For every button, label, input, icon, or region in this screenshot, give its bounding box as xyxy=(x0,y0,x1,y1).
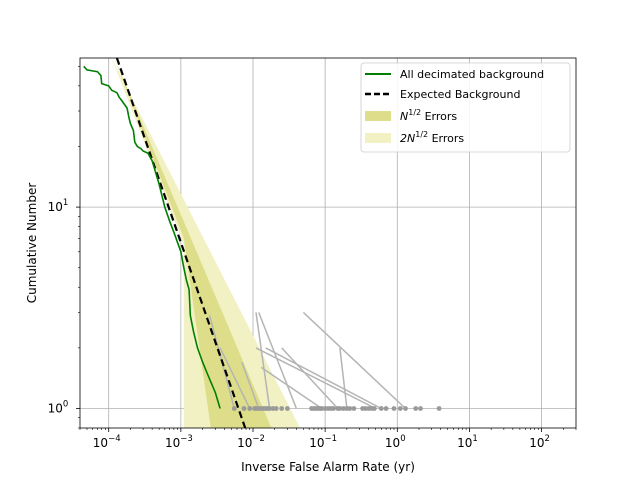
x-tick-label: 10−2 xyxy=(237,434,265,450)
gray-point xyxy=(378,406,384,411)
gray-point xyxy=(413,406,419,411)
legend-label-background: All decimated background xyxy=(400,68,544,81)
gray-point xyxy=(383,406,389,411)
x-tick-label: 10−1 xyxy=(309,434,337,450)
band-n-errors xyxy=(114,58,272,428)
gray-point xyxy=(436,406,442,411)
y-tick-label: 100 xyxy=(48,399,69,415)
gray-point xyxy=(371,406,377,411)
gray-track xyxy=(258,312,298,409)
gray-point xyxy=(319,406,325,411)
gray-point xyxy=(331,406,336,411)
x-tick-label: 101 xyxy=(457,434,478,450)
gray-track xyxy=(281,347,339,410)
x-tick-label: 102 xyxy=(529,434,550,450)
x-tick-label: 10−4 xyxy=(93,434,121,450)
gray-point xyxy=(397,406,403,411)
gray-point xyxy=(418,406,423,411)
gray-track xyxy=(255,347,376,410)
plot-frame xyxy=(79,57,577,429)
legend-label-err1: N1/2 Errors xyxy=(400,108,457,123)
gray-track xyxy=(219,347,251,409)
x-axis-label: Inverse False Alarm Rate (yr) xyxy=(241,460,415,474)
gray-point xyxy=(347,406,353,411)
gray-track xyxy=(241,361,260,409)
gray-point xyxy=(391,406,397,411)
legend-swatch-err2 xyxy=(365,133,391,143)
gray-point xyxy=(285,406,290,411)
gray-point xyxy=(403,406,408,411)
legend-label-expected: Expected Background xyxy=(400,88,520,101)
gray-point xyxy=(241,406,247,411)
plot-area xyxy=(83,58,442,428)
background-line xyxy=(83,65,221,409)
grid xyxy=(80,58,576,428)
legend-label-err2: 2N1/2 Errors xyxy=(400,130,464,145)
legend: All decimated background Expected Backgro… xyxy=(360,62,571,153)
gray-point xyxy=(351,406,357,411)
axis-ticks: 10−4 10−3 10−2 10−1 100 101 102 100 101 xyxy=(48,66,577,450)
gray-track xyxy=(339,347,348,409)
legend-swatch-err1 xyxy=(365,111,391,121)
gray-point xyxy=(231,406,237,411)
gray-point xyxy=(362,406,368,411)
gray-point xyxy=(341,406,346,411)
y-axis-label: Cumulative Number xyxy=(25,183,39,304)
x-tick-label: 100 xyxy=(385,434,406,450)
gray-point xyxy=(267,406,272,411)
gray-track xyxy=(302,311,407,410)
gray-track xyxy=(265,347,382,410)
y-tick-label: 101 xyxy=(48,198,69,214)
band-2n-errors xyxy=(111,58,301,428)
gray-track xyxy=(255,312,271,409)
gray-point xyxy=(273,406,279,411)
gray-track xyxy=(260,366,323,410)
gray-point xyxy=(247,406,253,411)
gray-point xyxy=(279,406,285,411)
gray-point xyxy=(337,406,343,411)
x-tick-label: 10−3 xyxy=(165,434,193,450)
legend-box xyxy=(360,62,571,153)
